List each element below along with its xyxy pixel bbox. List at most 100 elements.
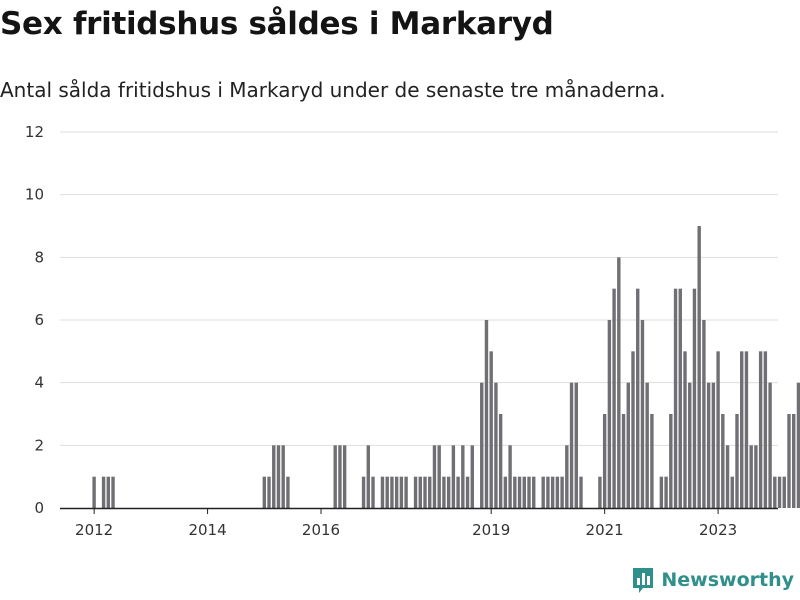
bar bbox=[650, 414, 654, 508]
bar bbox=[461, 445, 465, 508]
bar bbox=[541, 476, 545, 508]
chart-subtitle: Antal sålda fritidshus i Markaryd under … bbox=[0, 78, 666, 102]
x-tick-label: 2021 bbox=[586, 521, 624, 539]
bar bbox=[607, 320, 612, 508]
bar bbox=[262, 476, 266, 508]
bar bbox=[442, 476, 446, 508]
bar bbox=[361, 476, 366, 508]
bar bbox=[631, 351, 635, 508]
bar bbox=[432, 445, 437, 508]
y-tick-label: 8 bbox=[34, 248, 44, 266]
bar bbox=[598, 476, 602, 508]
bar bbox=[683, 351, 687, 508]
y-tick-label: 0 bbox=[34, 499, 44, 517]
bar bbox=[565, 445, 569, 508]
bar bbox=[706, 382, 711, 508]
bar bbox=[749, 445, 753, 508]
bar bbox=[621, 414, 626, 508]
y-tick-label: 2 bbox=[34, 436, 44, 454]
bar bbox=[659, 476, 664, 508]
bar bbox=[744, 351, 749, 508]
bar bbox=[470, 445, 474, 508]
bar bbox=[489, 351, 493, 508]
bar bbox=[380, 476, 385, 508]
x-tick-label: 2023 bbox=[699, 521, 737, 539]
bar bbox=[740, 351, 744, 508]
bar bbox=[404, 476, 408, 508]
bar bbox=[385, 476, 389, 508]
bar bbox=[735, 414, 739, 508]
newsworthy-chart-icon bbox=[633, 568, 654, 593]
bar bbox=[513, 476, 517, 508]
bar bbox=[272, 445, 276, 508]
bar bbox=[640, 320, 645, 508]
bar bbox=[111, 476, 115, 508]
bar bbox=[768, 382, 772, 508]
bar bbox=[522, 476, 526, 508]
bar bbox=[276, 445, 281, 508]
bar bbox=[617, 257, 621, 508]
bar bbox=[673, 288, 678, 508]
bar bbox=[777, 476, 782, 508]
bar bbox=[338, 445, 342, 508]
brand-name: Newsworthy bbox=[661, 569, 794, 591]
bar bbox=[267, 476, 271, 508]
gridlines bbox=[60, 131, 778, 446]
bar bbox=[106, 476, 111, 508]
bar bbox=[763, 351, 768, 508]
bar bbox=[602, 414, 607, 508]
bar bbox=[612, 288, 616, 508]
bar bbox=[669, 414, 673, 508]
bar bbox=[437, 445, 441, 508]
bar bbox=[494, 382, 498, 508]
x-axis: 2012201420162019202120232025 bbox=[60, 507, 778, 539]
y-axis-tick-labels: 0 2 4 6 8 10 12 bbox=[25, 123, 44, 517]
bar bbox=[390, 476, 394, 508]
bar bbox=[782, 476, 786, 508]
bar bbox=[626, 382, 630, 508]
bar bbox=[446, 476, 451, 508]
bar bbox=[574, 382, 578, 508]
newsworthy-logo: Newsworthy bbox=[631, 566, 794, 594]
bar bbox=[754, 445, 758, 508]
bar bbox=[428, 476, 432, 508]
x-tick-label: 2012 bbox=[75, 521, 113, 539]
y-tick-label: 4 bbox=[34, 374, 44, 392]
bar bbox=[636, 288, 640, 508]
bar bbox=[484, 320, 489, 508]
bar bbox=[503, 476, 508, 508]
bar bbox=[465, 476, 470, 508]
bar bbox=[711, 382, 716, 508]
bar bbox=[413, 476, 418, 508]
bar bbox=[725, 445, 730, 508]
x-tick-label: 2019 bbox=[472, 521, 510, 539]
bar bbox=[702, 320, 706, 508]
bar bbox=[333, 445, 337, 508]
bar-series bbox=[92, 226, 800, 508]
bar bbox=[721, 414, 725, 508]
bar bbox=[101, 476, 106, 508]
bar bbox=[688, 382, 692, 508]
bar bbox=[792, 414, 796, 508]
bar bbox=[716, 351, 720, 508]
bar bbox=[555, 476, 560, 508]
bar bbox=[371, 476, 375, 508]
y-tick-label: 12 bbox=[25, 123, 44, 141]
bar bbox=[697, 226, 701, 508]
bar bbox=[423, 476, 427, 508]
chart-title: Sex fritidshus såldes i Markaryd bbox=[0, 6, 554, 42]
y-tick-label: 10 bbox=[25, 186, 44, 204]
bar bbox=[342, 445, 347, 508]
bar bbox=[508, 445, 512, 508]
y-tick-label: 6 bbox=[34, 311, 44, 329]
bar bbox=[418, 476, 422, 508]
bar bbox=[399, 476, 404, 508]
bar bbox=[550, 476, 555, 508]
bar bbox=[645, 382, 649, 508]
bar bbox=[366, 445, 370, 508]
bar bbox=[569, 382, 574, 508]
bar bbox=[498, 414, 503, 508]
bar bbox=[480, 382, 484, 508]
bar bbox=[527, 476, 531, 508]
